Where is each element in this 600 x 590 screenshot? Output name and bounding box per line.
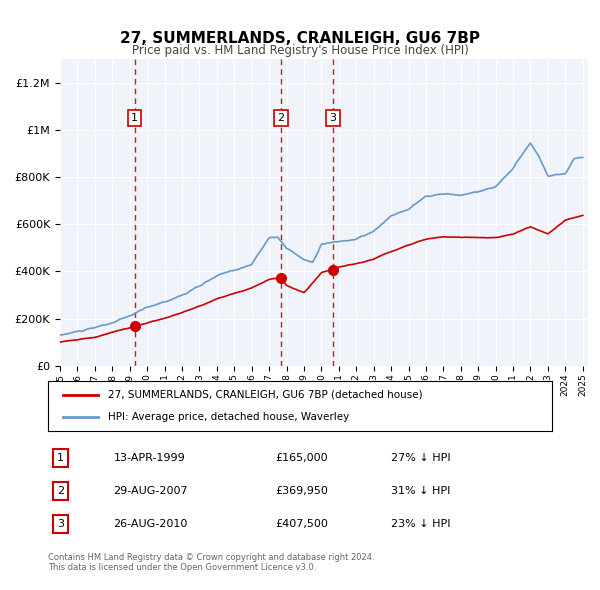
- Text: 23% ↓ HPI: 23% ↓ HPI: [391, 519, 450, 529]
- Text: 26-AUG-2010: 26-AUG-2010: [113, 519, 188, 529]
- Text: 27% ↓ HPI: 27% ↓ HPI: [391, 453, 451, 463]
- Text: 2: 2: [57, 486, 64, 496]
- Text: 31% ↓ HPI: 31% ↓ HPI: [391, 486, 450, 496]
- Text: 1: 1: [57, 453, 64, 463]
- Text: 3: 3: [329, 113, 337, 123]
- Text: 29-AUG-2007: 29-AUG-2007: [113, 486, 188, 496]
- Text: 27, SUMMERLANDS, CRANLEIGH, GU6 7BP (detached house): 27, SUMMERLANDS, CRANLEIGH, GU6 7BP (det…: [109, 389, 423, 399]
- Text: 3: 3: [57, 519, 64, 529]
- Text: £165,000: £165,000: [275, 453, 328, 463]
- Text: HPI: Average price, detached house, Waverley: HPI: Average price, detached house, Wave…: [109, 412, 350, 422]
- Text: This data is licensed under the Open Government Licence v3.0.: This data is licensed under the Open Gov…: [48, 563, 316, 572]
- Text: Price paid vs. HM Land Registry's House Price Index (HPI): Price paid vs. HM Land Registry's House …: [131, 44, 469, 57]
- Text: 13-APR-1999: 13-APR-1999: [113, 453, 185, 463]
- Text: £407,500: £407,500: [275, 519, 328, 529]
- Text: 27, SUMMERLANDS, CRANLEIGH, GU6 7BP: 27, SUMMERLANDS, CRANLEIGH, GU6 7BP: [120, 31, 480, 46]
- Text: Contains HM Land Registry data © Crown copyright and database right 2024.: Contains HM Land Registry data © Crown c…: [48, 553, 374, 562]
- Text: 1: 1: [131, 113, 138, 123]
- Text: 2: 2: [277, 113, 284, 123]
- Text: £369,950: £369,950: [275, 486, 328, 496]
